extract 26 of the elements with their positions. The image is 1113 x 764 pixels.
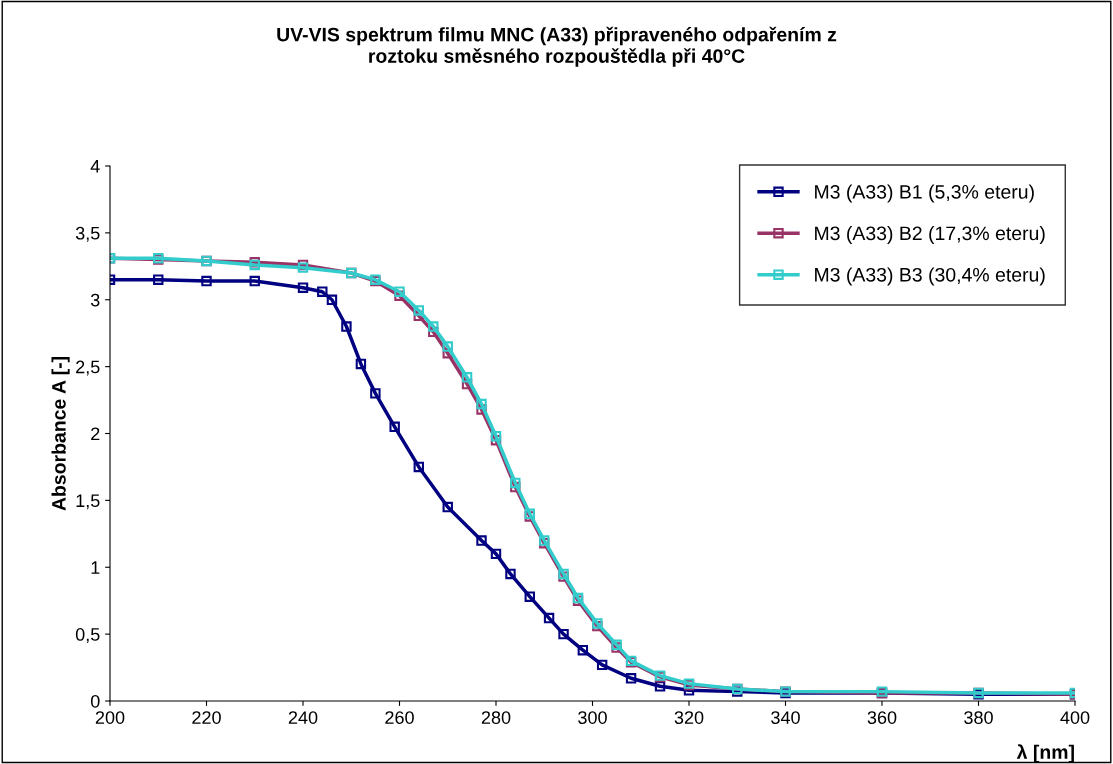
x-tick-label: 340: [771, 711, 800, 724]
y-tick-label: 1: [91, 561, 100, 574]
x-tick-label: 300: [578, 711, 607, 724]
y-axis-title: Absorbance A [-]: [51, 356, 70, 511]
y-tick-label: 4: [90, 160, 100, 173]
y-tick-label: 3,5: [75, 226, 100, 242]
y-tick-label: 1,5: [76, 494, 100, 510]
legend-label: M3 (A33) B2 (17,3% eteru): [815, 225, 1045, 245]
y-tick-label: 0,5: [75, 628, 100, 643]
x-tick-label: 260: [385, 711, 414, 724]
y-tick-label: 0: [90, 694, 100, 708]
x-axis-title: λ [nm]: [1016, 744, 1074, 763]
y-tick-label: 3: [90, 293, 100, 307]
x-tick-label: 220: [192, 711, 221, 724]
x-tick-label: 280: [481, 711, 511, 724]
chart-title: UV-VIS spektrum filmu MNC (A33) připraveného odpařením z roztoku směsného rozpouštědla při 40°C: [277, 26, 837, 67]
x-tick-label: 320: [674, 711, 704, 724]
y-tick-label: 2,5: [76, 360, 100, 376]
x-tick-label: 240: [288, 711, 318, 724]
x-tick-label: 400: [1060, 711, 1090, 724]
x-tick-label: 360: [867, 711, 897, 724]
legend-label: M3 (A33) B3 (30,4% eteru): [815, 267, 1045, 286]
x-tick-label: 380: [964, 711, 993, 724]
y-tick-label: 2: [91, 427, 100, 441]
legend-label: M3 (A33) B1 (5,3% eteru): [815, 184, 1034, 203]
x-tick-label: 200: [95, 711, 125, 724]
